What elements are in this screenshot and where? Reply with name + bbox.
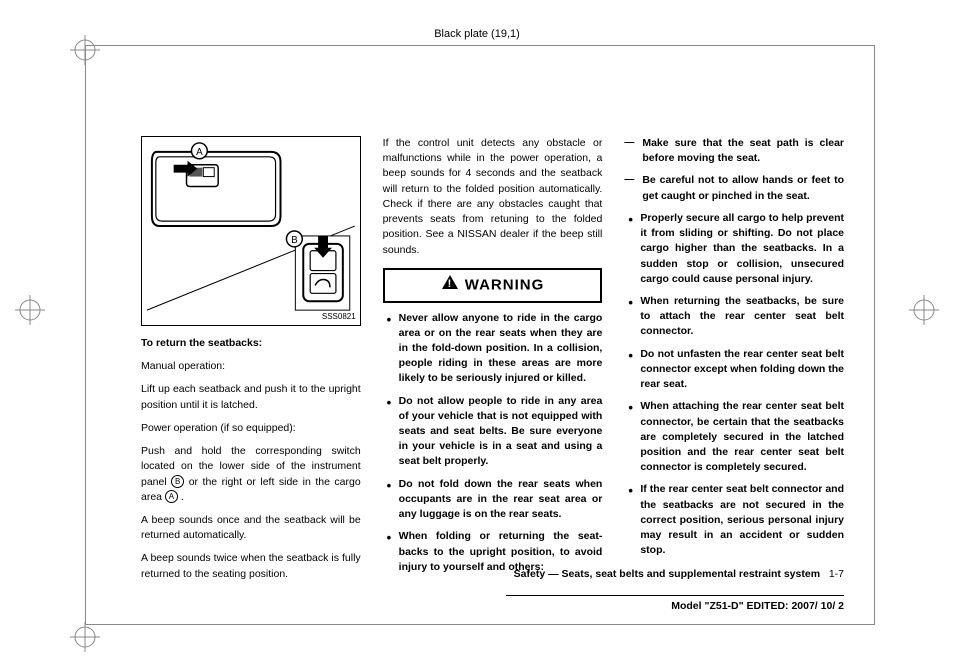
warn-item: When returning the seatbacks, be sure to… bbox=[624, 294, 844, 340]
footer-safety-line: Safety — Seats, seat belts and supplemen… bbox=[141, 568, 844, 580]
warn-item: Do not unfasten the rear center seat bel… bbox=[624, 347, 844, 393]
marker-b-inline: B bbox=[171, 475, 184, 488]
warn-item: Properly secure all cargo to help preven… bbox=[624, 211, 844, 287]
footer-model: Model "Z51-D" EDITED: 2007/ 10/ 2 bbox=[671, 600, 844, 612]
manual-op-label: Manual operation: bbox=[141, 359, 361, 374]
header-plate: Black plate (19,1) bbox=[0, 28, 954, 40]
seat-switch-figure: A B SSS0821 bbox=[141, 136, 361, 326]
warn-item: When attaching the rear center seat belt… bbox=[624, 399, 844, 475]
crop-mark-right bbox=[909, 295, 939, 325]
warn-sub-item: Be careful not to allow hands or feet to… bbox=[624, 173, 844, 203]
footer-safety: Safety — Seats, seat belts and supplemen… bbox=[514, 568, 820, 580]
crop-mark-left bbox=[15, 295, 45, 325]
svg-text:A: A bbox=[196, 147, 203, 158]
return-heading: To return the seatbacks: bbox=[141, 336, 361, 351]
warning-list-2: Properly secure all cargo to help preven… bbox=[624, 211, 844, 559]
warning-icon: ! bbox=[441, 274, 459, 297]
control-unit-text: If the control unit detects any obstacle… bbox=[383, 136, 603, 258]
column-3: Make sure that the seat path is clear be… bbox=[624, 136, 844, 590]
warning-label: WARNING bbox=[465, 276, 545, 293]
footer-page: 1-7 bbox=[829, 568, 844, 580]
page-frame: A B SSS0821 To return the seatbacks: bbox=[85, 45, 875, 625]
warn-item: Do not fold down the rear seats when occ… bbox=[383, 477, 603, 523]
warning-list-1: Never allow anyone to ride in the cargo … bbox=[383, 311, 603, 576]
warn-item: Do not allow people to ride in any area … bbox=[383, 394, 603, 470]
column-1: A B SSS0821 To return the seatbacks: bbox=[141, 136, 361, 590]
manual-op-text: Lift up each seatback and push it to the… bbox=[141, 382, 361, 412]
warning-heading: ! WARNING bbox=[383, 268, 603, 303]
beep-once-text: A beep sounds once and the seatback will… bbox=[141, 513, 361, 543]
column-2: If the control unit detects any obstacle… bbox=[383, 136, 603, 590]
figure-label: SSS0821 bbox=[322, 311, 356, 323]
crop-mark-bottom bbox=[70, 622, 100, 652]
power-op-label: Power operation (if so equipped): bbox=[141, 421, 361, 436]
warn-sub-item: Make sure that the seat path is clear be… bbox=[624, 136, 844, 166]
warn-item: If the rear center seat belt connector a… bbox=[624, 482, 844, 558]
warn-item: Never allow anyone to ride in the cargo … bbox=[383, 311, 603, 387]
svg-text:!: ! bbox=[447, 278, 452, 290]
warning-sublist: Make sure that the seat path is clear be… bbox=[624, 136, 844, 204]
marker-a-inline: A bbox=[165, 490, 178, 503]
svg-text:B: B bbox=[291, 235, 298, 246]
footer-rule bbox=[506, 595, 844, 596]
power-op-text: Push and hold the corresponding switch l… bbox=[141, 444, 361, 505]
